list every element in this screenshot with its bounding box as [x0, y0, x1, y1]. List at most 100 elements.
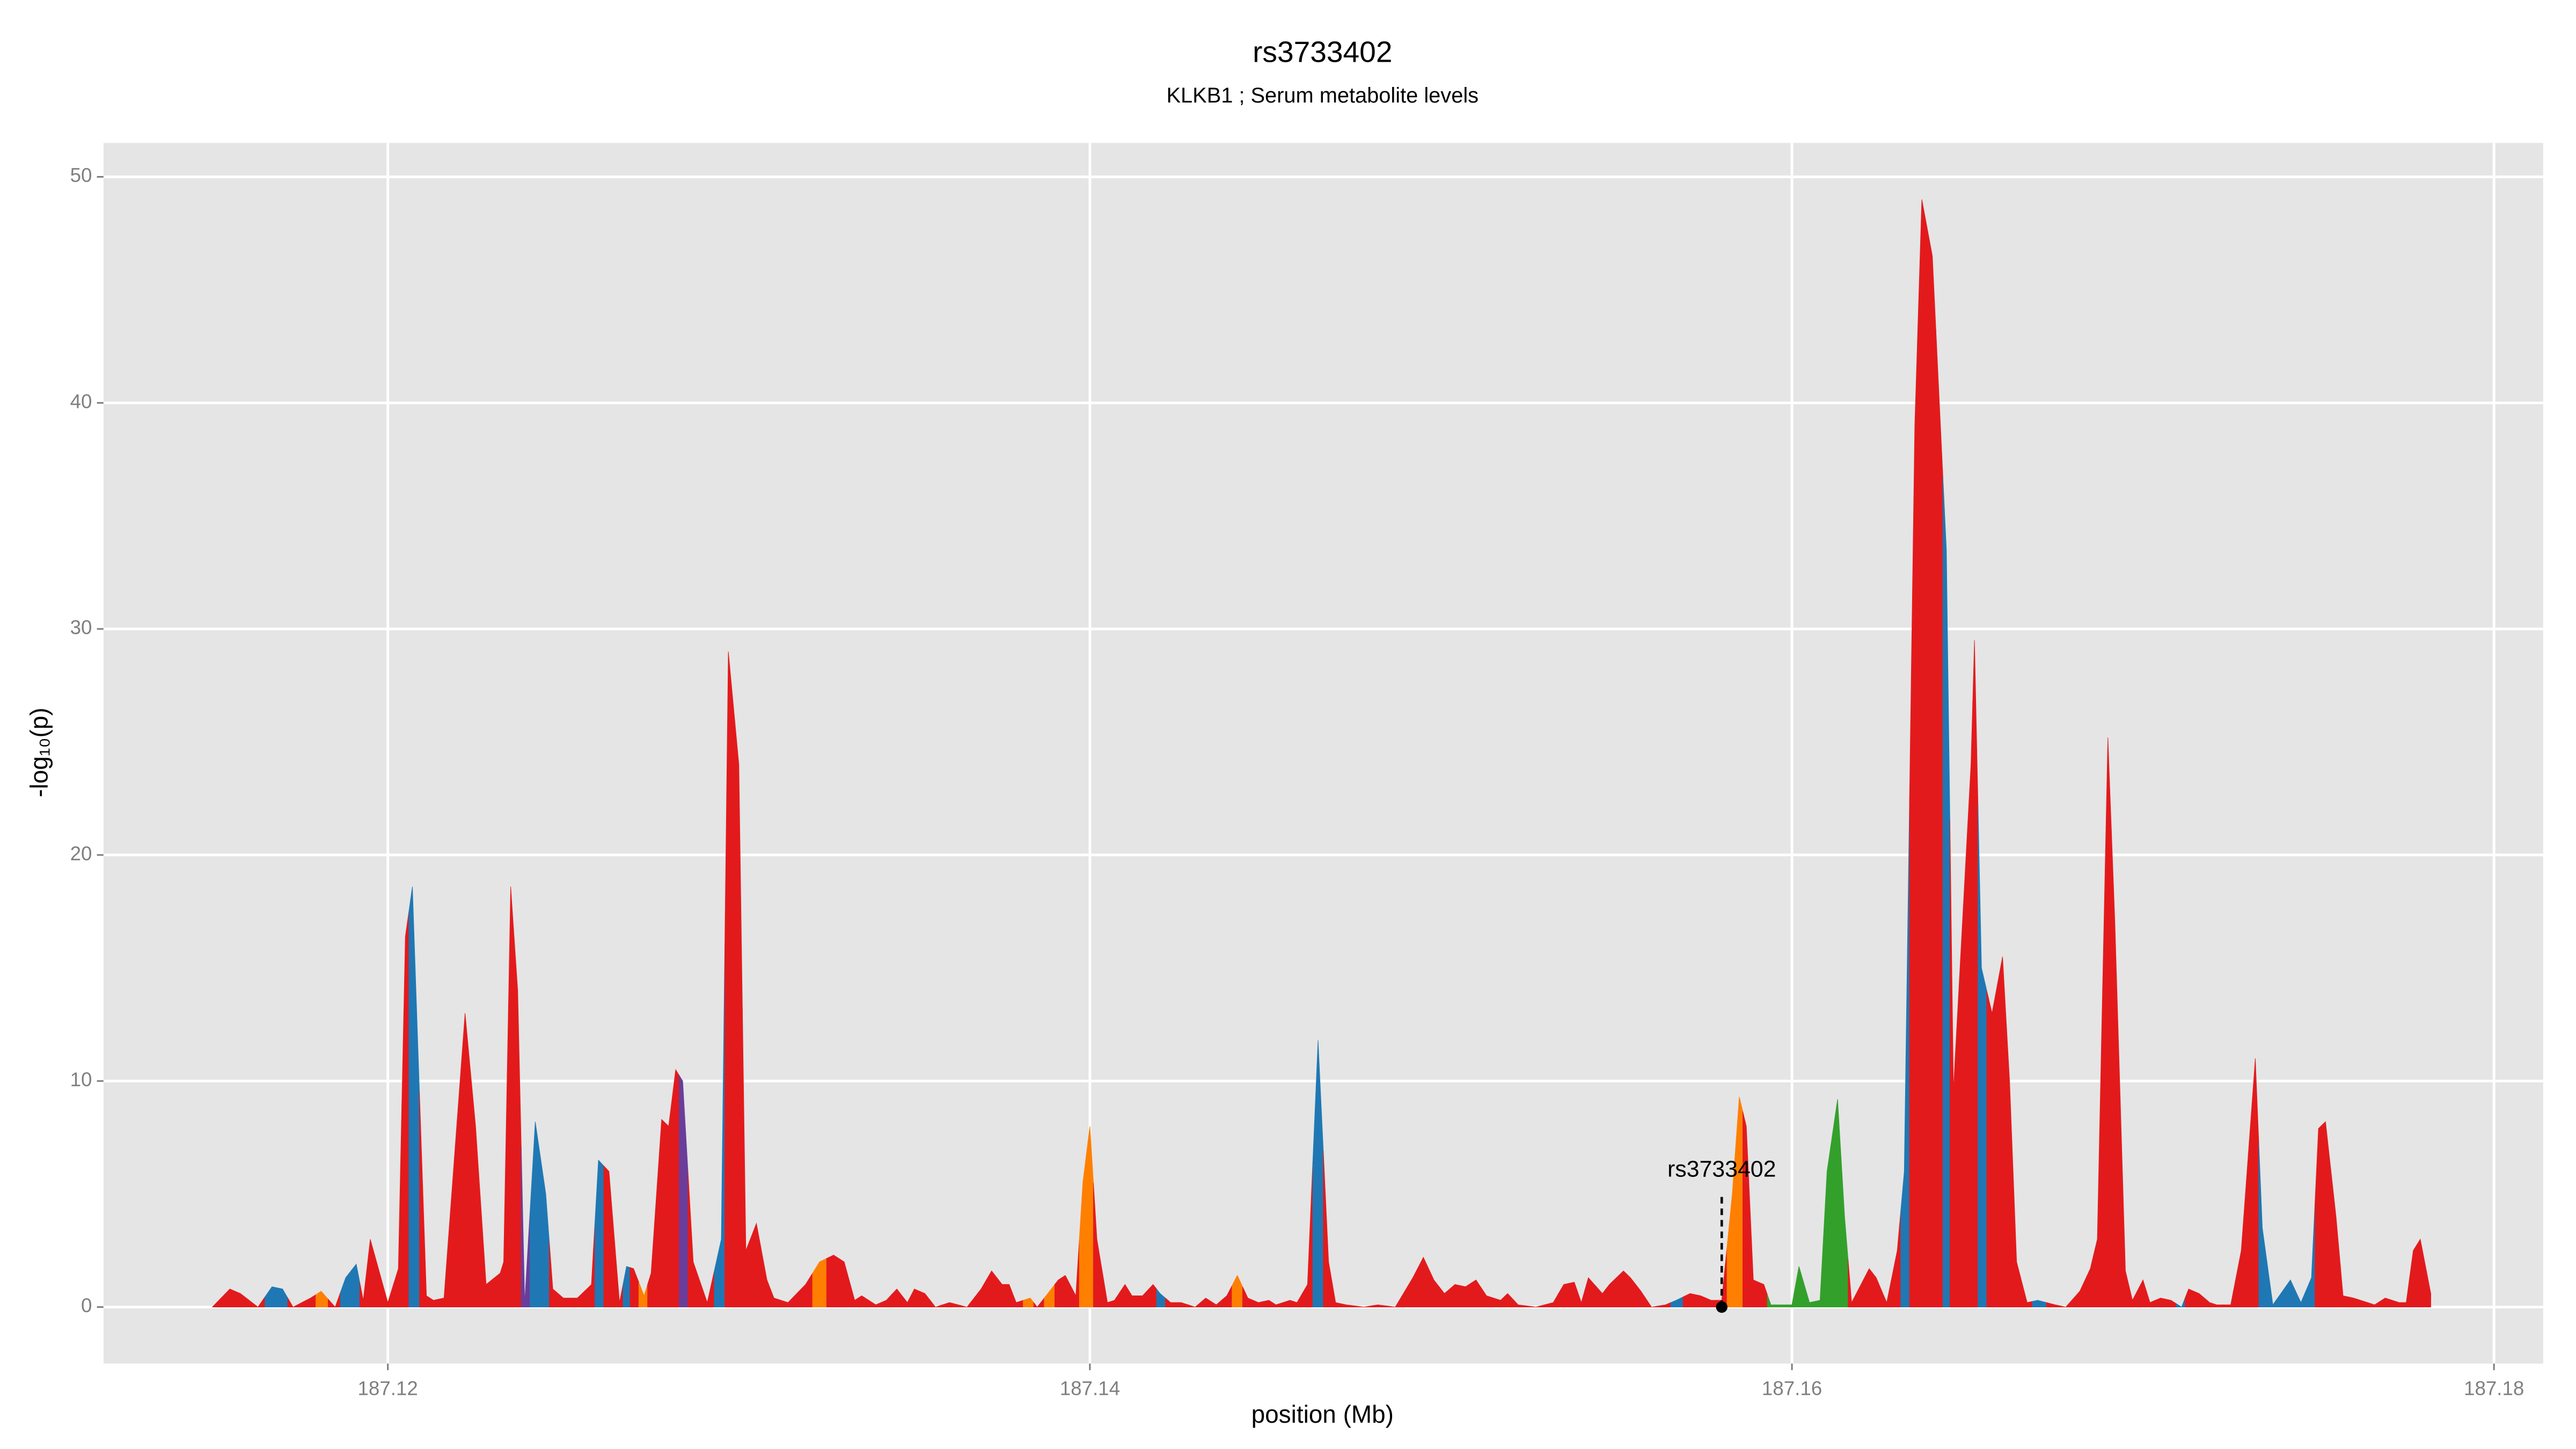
- area-segment: [664, 1097, 672, 1307]
- area-segment: [1439, 1286, 1450, 1307]
- area-segment: [1062, 1275, 1071, 1307]
- area-segment: [1512, 1298, 1527, 1307]
- area-segment: [1986, 985, 1998, 1307]
- area-segment: [501, 1074, 508, 1307]
- area-segment: [1470, 1279, 1482, 1307]
- area-segment: [1900, 798, 1910, 1307]
- area-segment: [1272, 1302, 1284, 1307]
- area-segment: [2380, 1298, 2392, 1307]
- area-segment: [1695, 1294, 1707, 1307]
- area-segment: [1331, 1282, 1341, 1307]
- area-segment: [480, 1205, 494, 1307]
- area-segment: [1263, 1300, 1273, 1307]
- area-segment: [1323, 1151, 1333, 1307]
- area-segment: [2223, 1277, 2236, 1307]
- area-segment: [1942, 476, 1950, 1307]
- area-segment: [733, 708, 743, 1307]
- area-segment: [724, 651, 734, 1307]
- area-segment: [751, 1223, 762, 1307]
- area-segment: [1823, 1135, 1833, 1307]
- area-segment: [997, 1277, 1006, 1307]
- area-segment: [408, 887, 420, 1307]
- area-segment: [1137, 1289, 1148, 1307]
- area-segment: [221, 1289, 236, 1307]
- area-segment: [2128, 1285, 2138, 1307]
- area-segment: [2012, 1171, 2022, 1307]
- area-segment: [359, 1269, 367, 1307]
- area-segment: [1293, 1292, 1303, 1307]
- area-segment: [1119, 1284, 1129, 1307]
- area-segment: [2032, 1300, 2047, 1307]
- area-segment: [2392, 1300, 2403, 1307]
- chart-subtitle: KLKB1 ; Serum metabolite levels: [1167, 84, 1479, 107]
- area-segment: [1742, 1111, 1750, 1307]
- area-segment: [2330, 1169, 2340, 1307]
- x-tick-label: 187.14: [1060, 1377, 1120, 1399]
- y-axis-label: -log₁₀(p): [25, 707, 53, 797]
- x-axis-label: position (Mb): [1252, 1400, 1394, 1428]
- y-tick-label: 0: [81, 1294, 92, 1316]
- area-segment: [1978, 804, 1987, 1307]
- x-tick-label: 187.16: [1762, 1377, 1822, 1399]
- area-segment: [2248, 1058, 2259, 1307]
- area-segment: [780, 1293, 797, 1307]
- area-segment: [558, 1293, 571, 1307]
- area-segment: [1460, 1283, 1471, 1307]
- y-tick-label: 50: [70, 164, 92, 186]
- area-segment: [2120, 1096, 2129, 1307]
- area-segment: [1312, 1040, 1324, 1307]
- area-segment: [1086, 1126, 1094, 1307]
- area-segment: [1403, 1267, 1418, 1307]
- area-segment: [919, 1291, 931, 1307]
- area-segment: [507, 887, 515, 1307]
- area-segment: [1302, 1162, 1313, 1307]
- area-segment: [1584, 1277, 1596, 1307]
- area-segment: [1079, 1154, 1087, 1307]
- area-segment: [1872, 1272, 1882, 1307]
- area-segment: [2267, 1266, 2282, 1307]
- area-segment: [328, 1292, 341, 1308]
- area-segment: [958, 1297, 975, 1308]
- area-segment: [1481, 1287, 1494, 1307]
- area-segment: [1370, 1304, 1387, 1307]
- area-segment: [1128, 1289, 1138, 1307]
- area-segment: [2213, 1303, 2224, 1307]
- area-segment: [2176, 1298, 2186, 1308]
- area-segment: [277, 1287, 288, 1307]
- area-segment: [2094, 988, 2103, 1307]
- area-segment: [2111, 830, 2121, 1307]
- area-segment: [1735, 1096, 1743, 1307]
- area-segment: [1093, 1182, 1103, 1307]
- area-segment: [1848, 1260, 1856, 1307]
- area-segment: [614, 1236, 624, 1307]
- area-segment: [540, 1158, 550, 1307]
- area-segment: [419, 1091, 430, 1307]
- area-segment: [1962, 702, 1973, 1307]
- area-segment: [1221, 1285, 1233, 1307]
- area-segment: [265, 1286, 278, 1307]
- area-segment: [1863, 1268, 1873, 1307]
- area-segment: [2370, 1301, 2381, 1307]
- area-segment: [1726, 1145, 1736, 1307]
- area-segment: [454, 1013, 471, 1307]
- area-segment: [1814, 1235, 1824, 1307]
- area-segment: [623, 1266, 631, 1307]
- area-segment: [493, 1267, 502, 1307]
- area-segment: [2409, 1244, 2417, 1307]
- area-segment: [1881, 1276, 1892, 1307]
- area-segment: [2072, 1279, 2085, 1307]
- area-segment: [1605, 1277, 1617, 1307]
- area-segment: [1449, 1284, 1461, 1307]
- area-segment: [530, 1122, 541, 1307]
- area-segment: [2315, 1124, 2323, 1307]
- area-segment: [2425, 1266, 2431, 1307]
- area-segment: [1832, 1099, 1842, 1307]
- area-segment: [301, 1294, 317, 1307]
- area-segment: [849, 1280, 859, 1307]
- area-segment: [1341, 1303, 1356, 1307]
- area-segment: [1386, 1291, 1404, 1308]
- area-segment: [235, 1291, 250, 1307]
- area-segment: [891, 1289, 903, 1307]
- area-segment: [687, 1171, 701, 1307]
